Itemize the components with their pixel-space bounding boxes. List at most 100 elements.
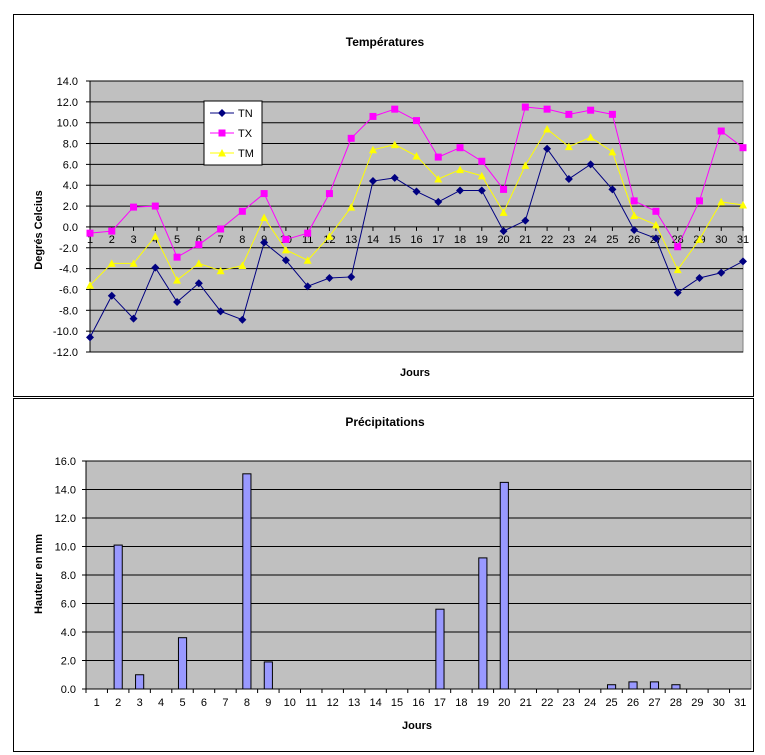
legend-marker xyxy=(218,109,226,117)
y-tick-label: 8.0 xyxy=(61,570,76,582)
data-point-tm xyxy=(608,147,617,156)
x-tick-label: 28 xyxy=(670,697,682,709)
x-tick-label: 13 xyxy=(345,234,357,246)
y-tick-label: 0.0 xyxy=(63,222,78,234)
y-tick-label: -10.0 xyxy=(53,326,78,338)
data-point-tm xyxy=(717,197,726,206)
x-tick-label: 31 xyxy=(737,234,749,246)
y-tick-label: -12.0 xyxy=(53,347,78,359)
data-point-tm xyxy=(325,232,334,240)
data-point-tn xyxy=(129,314,138,323)
data-point-tx xyxy=(478,157,486,165)
data-point-tx xyxy=(108,227,116,235)
data-point-tn xyxy=(151,263,160,272)
data-point-tn xyxy=(303,282,312,291)
x-tick-label: 6 xyxy=(201,697,207,709)
data-point-tm xyxy=(543,124,552,133)
x-tick-label: 21 xyxy=(519,234,531,246)
bar xyxy=(135,674,145,690)
precipitation-chart-panel: Précipitations Jours Hauteur en mm 0.0 2.… xyxy=(13,398,754,752)
data-point-tx xyxy=(630,197,638,205)
x-tick-label: 14 xyxy=(367,234,379,246)
x-tick-label: 18 xyxy=(454,234,466,246)
data-point-tn xyxy=(564,174,573,183)
x-tick-label: 26 xyxy=(628,234,640,246)
x-tick-label: 7 xyxy=(218,234,224,246)
data-point-tm xyxy=(434,174,443,183)
y-tick-label: -8.0 xyxy=(59,305,78,317)
x-tick-label: 5 xyxy=(179,697,185,709)
bar xyxy=(177,637,188,690)
data-point-tn xyxy=(521,216,530,225)
data-point-tn xyxy=(281,256,290,265)
data-point-tx xyxy=(739,144,747,152)
legend-marker xyxy=(218,149,226,157)
data-point-tm xyxy=(564,142,573,151)
x-tick-label: 10 xyxy=(284,697,296,709)
x-tick-label: 30 xyxy=(713,697,725,709)
y-tick-label: 0.0 xyxy=(61,684,76,696)
x-tick-label: 24 xyxy=(584,697,596,709)
data-point-tm xyxy=(303,256,312,264)
data-point-tx xyxy=(282,235,290,243)
x-tick-label: 15 xyxy=(389,234,401,246)
data-point-tn xyxy=(434,197,443,206)
data-point-tx xyxy=(195,241,203,249)
bar xyxy=(499,481,509,690)
x-tick-label: 12 xyxy=(323,234,335,246)
y-tick-label: 2.0 xyxy=(63,201,78,213)
data-point-tm xyxy=(673,265,682,274)
data-point-tm xyxy=(368,145,377,154)
data-point-tx xyxy=(151,202,159,210)
y-tick-label: 10.0 xyxy=(57,118,78,130)
data-point-tn xyxy=(739,257,747,266)
data-point-tx xyxy=(543,105,551,113)
data-point-tn xyxy=(390,173,399,182)
data-point-tx xyxy=(674,243,682,251)
data-point-tm xyxy=(260,213,269,222)
data-point-tm xyxy=(630,211,639,219)
data-point-tx xyxy=(260,190,268,198)
x-tick-label: 20 xyxy=(497,234,509,246)
x-tick-label: 3 xyxy=(130,234,136,246)
y-tick-label: 6.0 xyxy=(63,159,78,171)
data-point-tx xyxy=(413,117,420,125)
data-point-tn xyxy=(456,186,465,195)
data-point-tx xyxy=(695,197,703,205)
data-point-tx xyxy=(369,112,377,120)
y-axis-label: Hauteur en mm xyxy=(33,534,45,614)
x-tick-label: 21 xyxy=(520,697,532,709)
x-tick-label: 31 xyxy=(734,697,746,709)
y-tick-label: -4.0 xyxy=(59,264,78,276)
x-tick-label: 29 xyxy=(691,697,703,709)
x-tick-label: 3 xyxy=(137,697,143,709)
x-tick-label: 19 xyxy=(476,234,488,246)
data-point-tn xyxy=(107,291,116,300)
data-point-tn xyxy=(238,315,247,324)
x-tick-label: 8 xyxy=(244,697,250,709)
x-tick-label: 24 xyxy=(585,234,597,246)
data-point-tx xyxy=(500,185,508,193)
y-axis-label: Degrés Celcius xyxy=(33,190,45,269)
data-point-tx xyxy=(521,103,529,111)
y-tick-label: 12.0 xyxy=(55,513,76,525)
legend-marker xyxy=(218,129,226,137)
x-tick-label: 8 xyxy=(239,234,245,246)
bar xyxy=(435,608,445,690)
data-point-tx xyxy=(565,110,573,118)
data-point-tn xyxy=(86,333,94,342)
y-tick-label: 16.0 xyxy=(55,456,76,468)
bar xyxy=(628,681,638,690)
data-point-tn xyxy=(216,307,225,316)
data-point-tm xyxy=(586,133,595,141)
y-tick-label: -2.0 xyxy=(59,243,78,255)
data-point-tx xyxy=(652,207,660,215)
data-point-tn xyxy=(608,185,617,194)
data-point-tx xyxy=(325,190,333,198)
y-tick-label: 14.0 xyxy=(57,76,78,88)
data-point-tm xyxy=(477,171,486,180)
data-point-tx xyxy=(130,203,138,211)
data-point-tm xyxy=(129,259,138,267)
temperature-chart: Températures Jours Degrés Celcius -12.0 -… xyxy=(33,35,749,379)
data-point-tn xyxy=(173,297,182,306)
